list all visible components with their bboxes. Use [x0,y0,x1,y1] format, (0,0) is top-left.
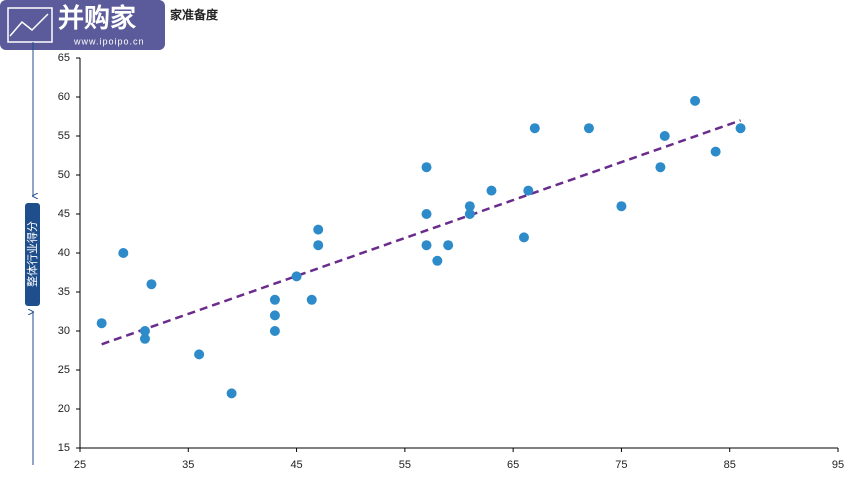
x-tick-label: 75 [615,459,627,471]
point [146,279,157,290]
point [690,95,701,106]
y-tick-label: 65 [58,52,70,64]
y-tick-label: 20 [58,403,70,415]
point [523,185,534,196]
point [710,146,721,157]
y-tick-label: 35 [58,286,70,298]
trendline [101,119,741,346]
point [518,232,529,243]
x-tick-label: 55 [399,459,411,471]
chart-title: 家准备度 [170,7,219,22]
x-tick-label: 85 [724,459,736,471]
logo-box [0,0,165,50]
y-tick-label: 25 [58,364,70,376]
logo-name: 并购家 [58,3,136,33]
point [421,162,432,173]
point [269,326,280,336]
point [486,185,497,196]
y-tick-label: 50 [58,169,70,181]
point [139,326,150,336]
x-tick-label: 45 [290,459,302,471]
y-tick-label: 60 [58,91,70,103]
point [443,240,454,251]
point [421,240,432,251]
point [313,224,324,235]
point [96,318,107,329]
y-tick-label: 40 [58,247,70,259]
point [194,349,205,360]
x-tick-label: 35 [182,459,194,471]
point [269,310,280,321]
point [139,333,150,344]
point [118,248,129,258]
y-axis-label: 整体行业得分 [25,221,39,287]
point [226,388,237,399]
logo-icon [7,7,53,43]
point [529,123,540,134]
point [306,294,317,305]
point [464,201,475,212]
x-tick-label: 65 [507,459,519,471]
logo-url: www.ipoipo.cn [73,36,145,46]
point [655,162,666,173]
y-tick-label: 55 [58,130,70,142]
point [313,240,324,251]
y-tick-label: 30 [58,325,70,337]
point [583,123,594,134]
point [616,201,627,212]
point [659,131,670,141]
x-tick-label: 25 [74,459,86,471]
x-tick-label: 95 [832,459,844,471]
point [291,271,302,282]
y-tick-label: 45 [58,208,70,220]
point [432,255,443,266]
point [269,294,280,305]
y-label-box [25,203,40,306]
point [464,209,475,219]
point [421,209,432,219]
y-tick-label: 15 [58,442,70,454]
point [735,123,746,134]
